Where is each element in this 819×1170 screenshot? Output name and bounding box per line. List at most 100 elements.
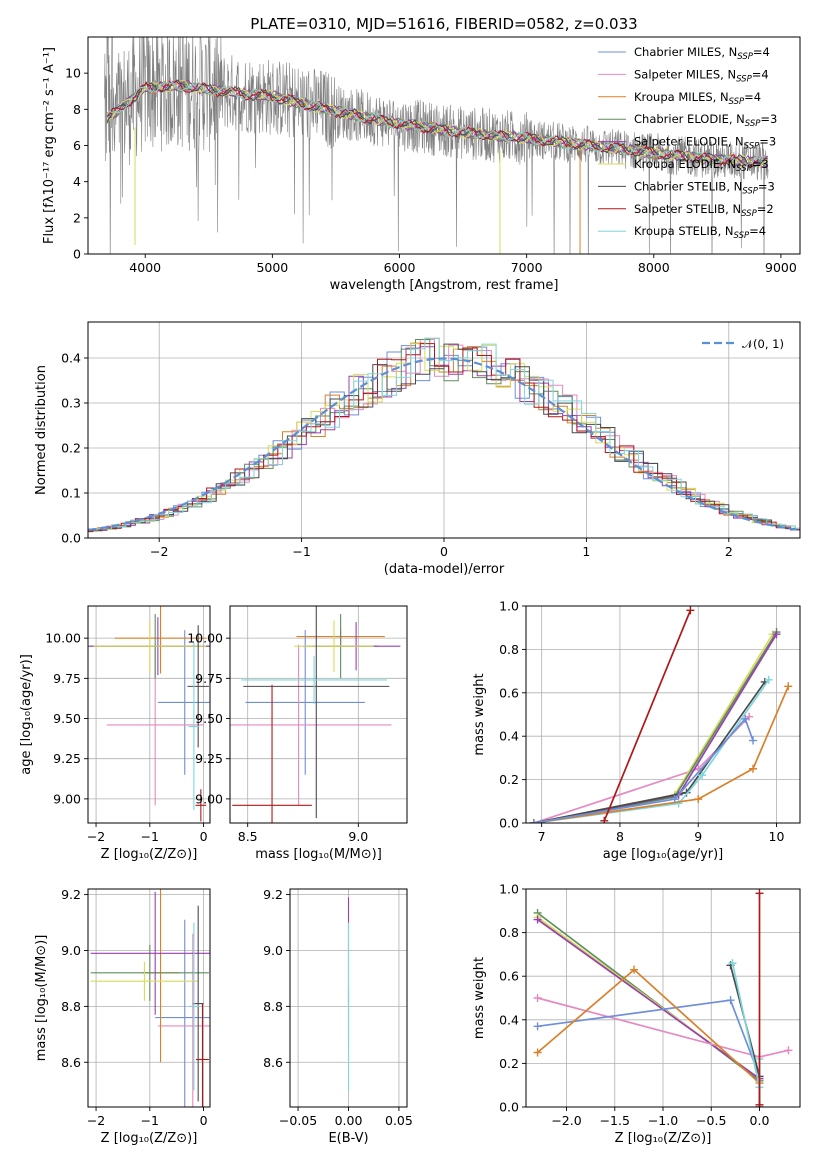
legend-label: Salpeter STELIB, N <box>634 202 741 216</box>
y-tick-label: 0.8 <box>499 642 519 657</box>
histogram-step <box>88 343 800 532</box>
x-tick-label: −1 <box>141 829 159 844</box>
legend-entry: Salpeter MILES, NSSP=4 <box>634 67 769 84</box>
y-tick-label: 10 <box>65 66 81 81</box>
x-tick-label: −2 <box>87 1113 105 1128</box>
x-tick-label: 4000 <box>129 260 161 275</box>
x-tick-label: 0 <box>440 544 448 559</box>
y-tick-label: 0.8 <box>499 925 519 940</box>
series-point-marker <box>533 994 542 1002</box>
panel-age_vs_Z: −2 −1 0 9.00 9.25 9.50 9.75 10.00 Z [log₁₀(Z/Z⊙)… <box>19 605 211 862</box>
x-axis-label: mass [log₁₀(M/M⊙)] <box>255 847 382 862</box>
series-point-marker <box>533 1048 542 1057</box>
x-tick-label: 8.5 <box>238 829 258 844</box>
legend-suffix: =4 <box>749 224 766 238</box>
legend-label: Chabrier STELIB, N <box>634 179 742 193</box>
x-tick-label: 7000 <box>511 260 543 275</box>
series-point-marker <box>670 795 679 804</box>
series-point-marker <box>741 714 750 723</box>
x-tick-label: 2 <box>725 544 733 559</box>
legend-label: Chabrier MILES, N <box>634 45 737 59</box>
panel-residuals: −2 −1 0 1 2 0.0 0.1 0.2 0.3 0.4 (data-model)/error… <box>34 321 801 577</box>
series-point-marker <box>772 630 781 639</box>
axes-frame <box>87 605 211 824</box>
panel-mass_vs_ebv: −0.05 0.00 0.05 8.6 8.8 9.0 9.2 E(B-V) <box>263 887 413 1146</box>
legend-label: Kroupa STELIB, N <box>634 224 734 238</box>
y-tick-label: 9.50 <box>53 711 81 726</box>
x-axis-label: age [log₁₀(age/yr)] <box>603 847 724 862</box>
y-tick-label: 0.4 <box>499 1012 519 1027</box>
histogram-step <box>88 337 800 531</box>
axes-frame <box>525 605 801 824</box>
x-tick-label: 9000 <box>765 260 797 275</box>
panel-spectrum: 4000 5000 6000 7000 8000 9000 0 2 4 6 8 10 wavelengt… <box>42 15 801 293</box>
x-tick-label: −2.0 <box>551 1113 581 1128</box>
x-tick-label: −2 <box>87 829 105 844</box>
x-tick-label: 9.0 <box>348 829 368 844</box>
y-tick-label: 0.0 <box>61 531 81 546</box>
y-axis-label: age [log₁₀(age/yr)] <box>19 654 34 775</box>
legend-subscript: SSP <box>741 209 757 219</box>
y-tick-label: 8 <box>73 102 81 117</box>
series-point-marker <box>728 959 737 968</box>
x-tick-label: 0 <box>200 1113 208 1128</box>
legend-entry: Salpeter STELIB, NSSP=2 <box>634 202 774 219</box>
legend-label: Kroupa MILES, N <box>634 90 729 104</box>
y-tick-label: 0.4 <box>499 729 519 744</box>
y-tick-label: 1.0 <box>499 599 519 614</box>
panel-weight_vs_Z: −2.0 −1.5 −1.0 −0.5 0.0 0.0 0.2 0.4 0.6 0.8 1.0 Z [… <box>472 882 801 1146</box>
y-tick-label: 8.6 <box>61 1055 81 1070</box>
y-axis-label: mass weight <box>472 673 487 755</box>
x-tick-label: −1 <box>292 544 310 559</box>
series-point-marker <box>533 915 542 924</box>
legend-suffix: =2 <box>757 202 774 216</box>
legend-subscript: SSP <box>742 186 758 196</box>
series-point-marker <box>749 736 758 745</box>
y-axis-label: Flux [fλ10⁻¹⁷ erg cm⁻² s⁻¹ A⁻¹] <box>42 47 57 244</box>
series-point-marker <box>686 606 695 615</box>
legend-suffix: =3 <box>760 112 777 126</box>
series-point-marker <box>533 1022 542 1031</box>
y-tick-label: 4 <box>73 174 81 189</box>
legend-suffix: =3 <box>759 135 776 149</box>
panel-mass_vs_Z: −2 −1 0 8.6 8.8 9.0 9.2 Z [log₁₀(Z/Z⊙)] mass [lo… <box>34 887 211 1146</box>
x-tick-label: 0.05 <box>385 1113 413 1128</box>
legend-subscript: SSP <box>736 74 752 84</box>
plot-area <box>533 889 793 1107</box>
y-tick-label: 8.6 <box>263 1055 283 1070</box>
panel-age_vs_mass: 8.5 9.0 9.00 9.25 9.50 9.75 10.00 mass [log₁₀(M… <box>187 605 408 862</box>
series-line <box>533 633 778 823</box>
legend-subscript: SSP <box>744 142 760 152</box>
series-point-marker <box>600 816 609 823</box>
x-tick-label: 8000 <box>638 260 670 275</box>
series-line <box>533 685 790 823</box>
legend-label: Salpeter ELODIE, N <box>634 135 744 149</box>
y-tick-label: 0.3 <box>61 396 81 411</box>
plot-area <box>230 606 401 823</box>
legend-suffix: =3 <box>758 179 775 193</box>
grid-lines <box>230 606 407 823</box>
y-tick-label: 9.0 <box>61 943 81 958</box>
series-point-marker <box>630 965 639 974</box>
histogram-step <box>88 343 800 533</box>
grid-lines <box>88 889 210 1107</box>
y-tick-label: 0.6 <box>499 969 519 984</box>
x-tick-label: 7 <box>538 829 546 844</box>
x-tick-label: 6000 <box>384 260 416 275</box>
legend-suffix: =4 <box>744 90 761 104</box>
legend-suffix: =4 <box>752 67 769 81</box>
x-tick-label: −1 <box>141 1113 159 1128</box>
y-axis-label: mass [log₁₀(M/M⊙)] <box>34 935 49 1062</box>
series-point-marker <box>698 771 707 780</box>
legend-suffix: =4 <box>753 45 770 59</box>
legend-subscript: SSP <box>736 164 752 174</box>
x-tick-label: 1 <box>582 544 590 559</box>
x-tick-label: −1.5 <box>600 1113 630 1128</box>
y-tick-label: 1.0 <box>499 882 519 897</box>
y-tick-label: 0.0 <box>499 1100 519 1115</box>
plot-area <box>104 37 769 254</box>
legend-entry: Chabrier MILES, NSSP=4 <box>634 45 770 62</box>
y-tick-label: 0.1 <box>61 486 81 501</box>
model-spectrum-line <box>106 79 768 168</box>
